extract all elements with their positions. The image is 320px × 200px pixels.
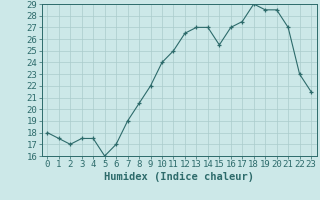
X-axis label: Humidex (Indice chaleur): Humidex (Indice chaleur) [104, 172, 254, 182]
